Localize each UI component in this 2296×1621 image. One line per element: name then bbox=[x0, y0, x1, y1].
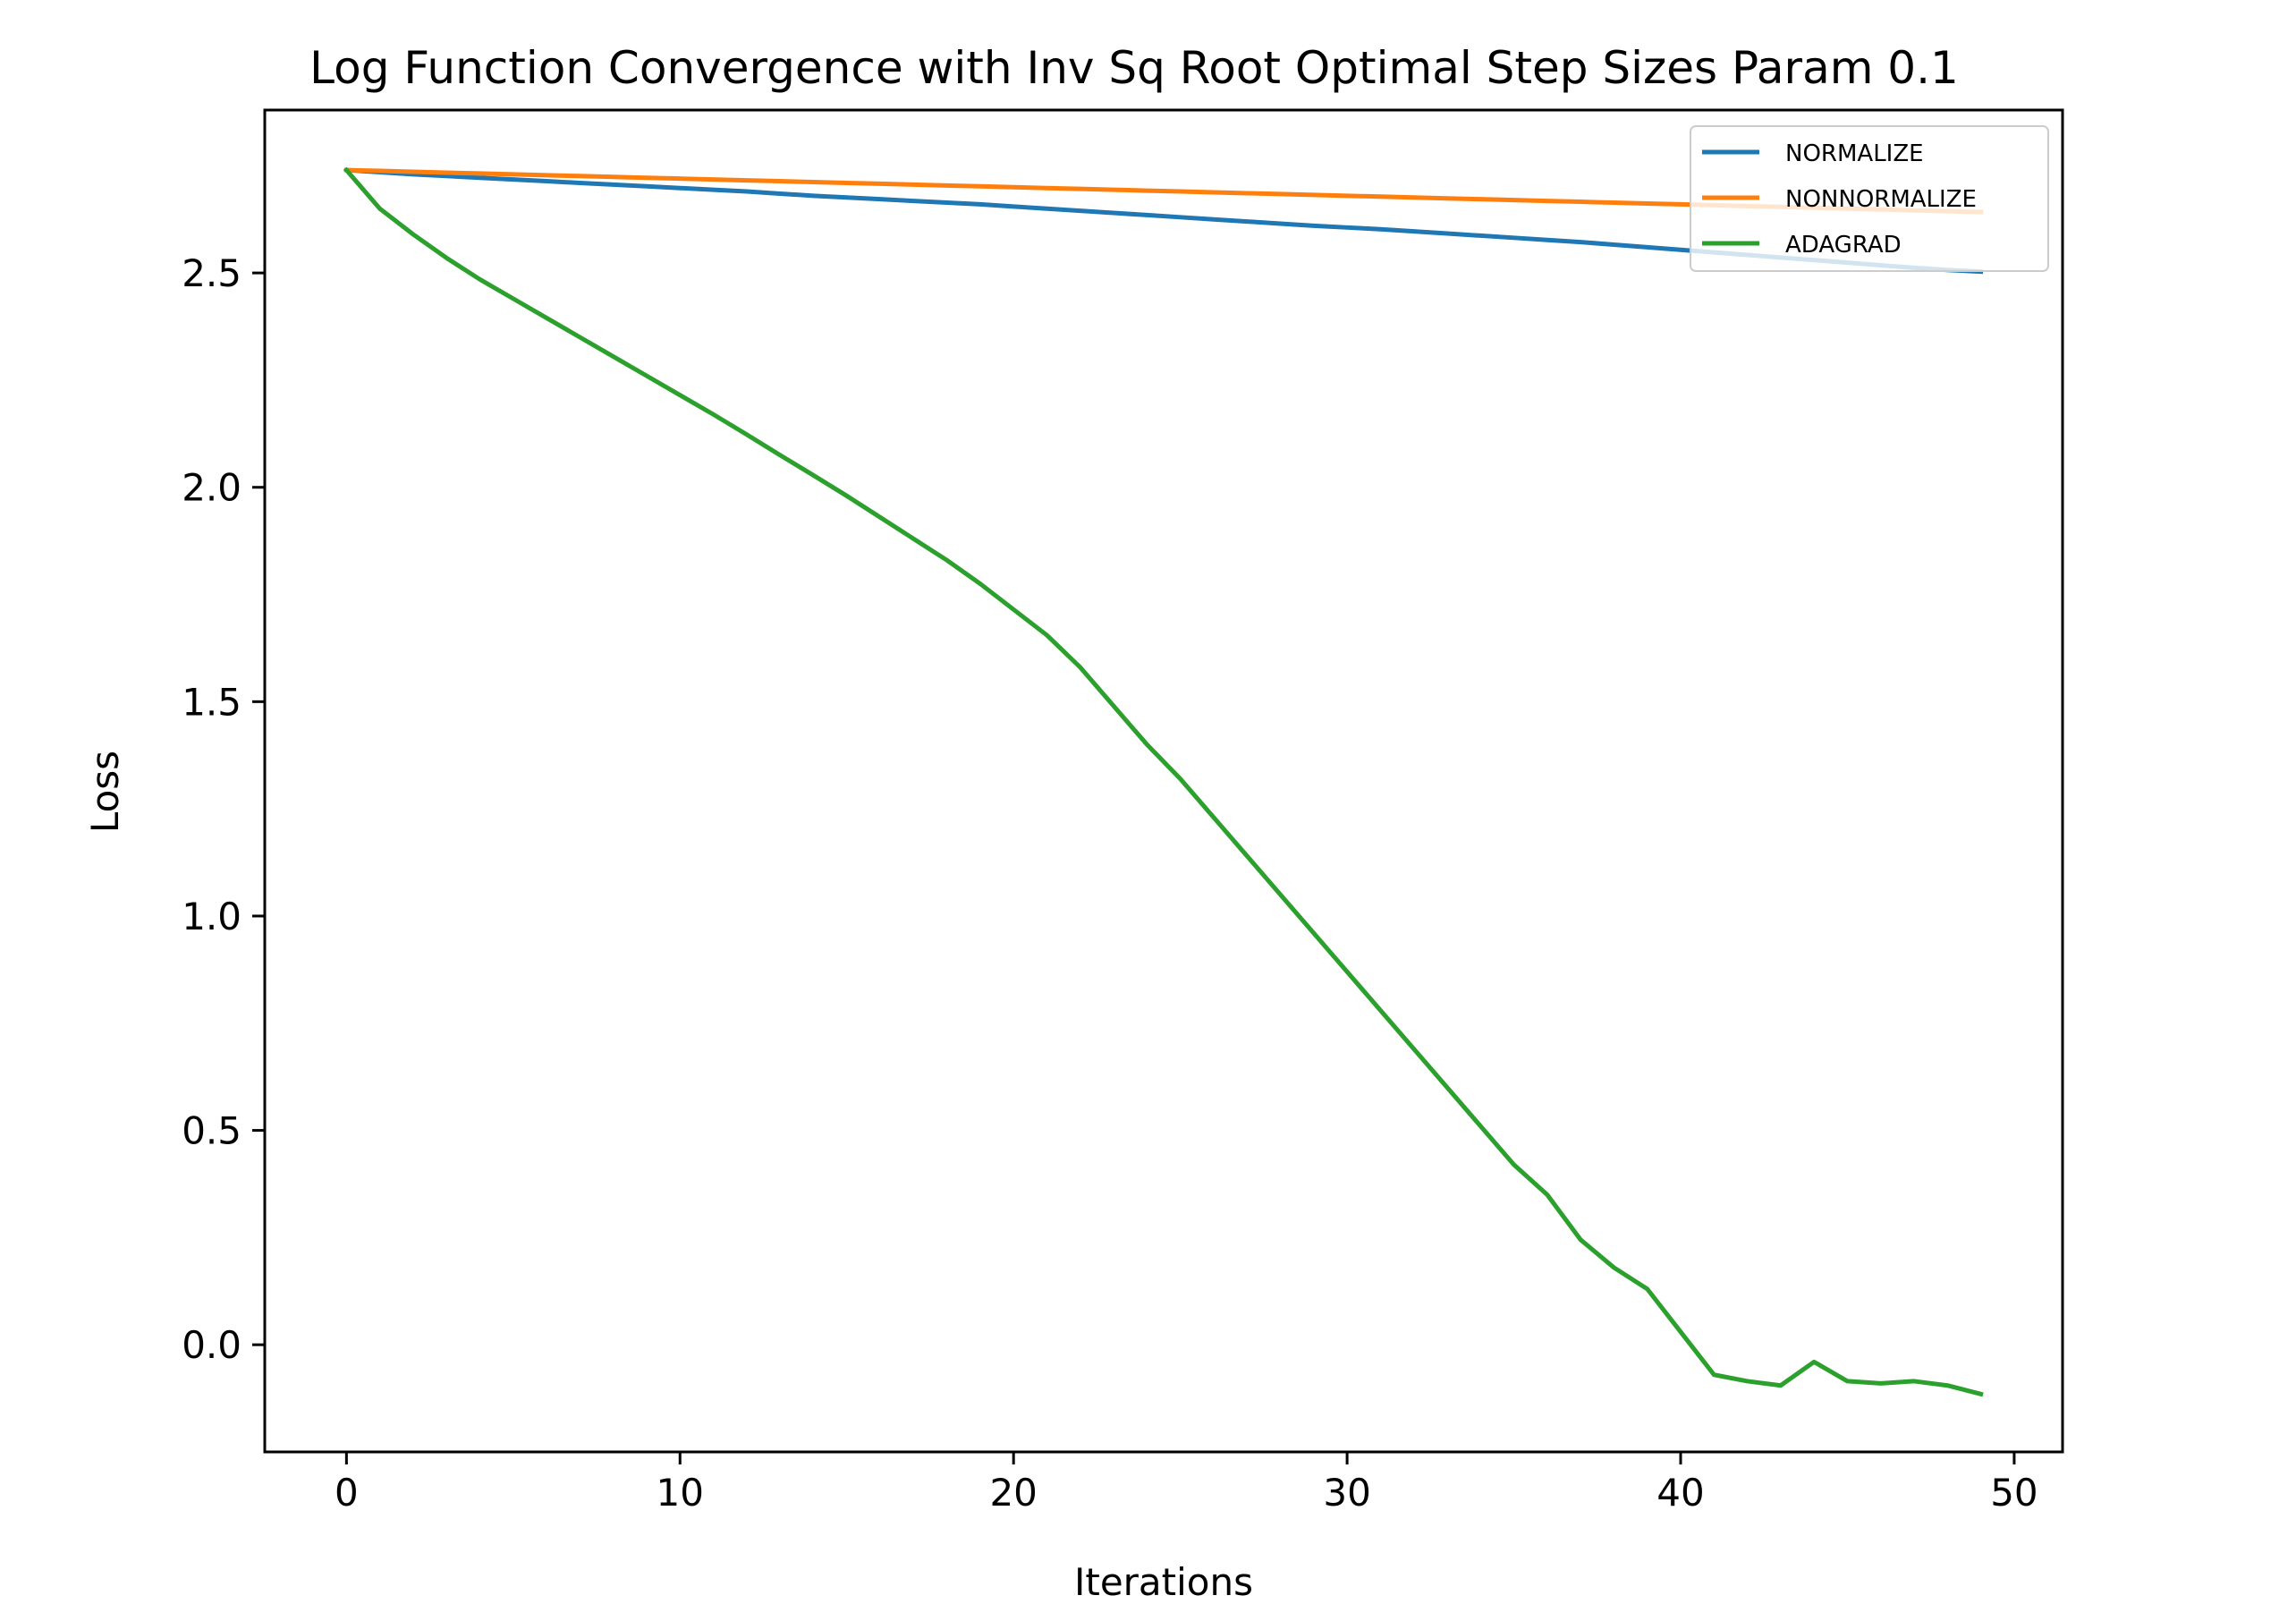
y-axis-label: Loss bbox=[83, 751, 127, 833]
x-tick-label: 0 bbox=[335, 1471, 359, 1515]
x-axis: 0 10 20 30 40 50 bbox=[335, 1452, 2038, 1515]
x-tick-label: 50 bbox=[1990, 1471, 2038, 1515]
legend-label-normalize: NORMALIZE bbox=[1785, 140, 1924, 167]
y-tick-label: 0.5 bbox=[182, 1109, 241, 1153]
y-tick-label: 1.5 bbox=[182, 680, 241, 724]
y-tick-label: 0.0 bbox=[182, 1323, 241, 1367]
chart-title: Log Function Convergence with Inv Sq Roo… bbox=[309, 42, 1959, 94]
legend-label-nonnormalize: NONNORMALIZE bbox=[1785, 186, 1977, 213]
y-tick-label: 1.0 bbox=[182, 895, 241, 938]
legend: NORMALIZE NONNORMALIZE ADAGRAD bbox=[1690, 125, 2049, 272]
x-tick-label: 40 bbox=[1656, 1471, 1704, 1515]
y-tick-label: 2.0 bbox=[182, 466, 241, 510]
legend-items: NORMALIZE NONNORMALIZE ADAGRAD bbox=[1702, 140, 1977, 259]
x-tick-label: 20 bbox=[989, 1471, 1037, 1515]
x-axis-label: Iterations bbox=[1074, 1560, 1253, 1604]
legend-label-adagrad: ADAGRAD bbox=[1785, 232, 1902, 259]
x-tick-label: 30 bbox=[1323, 1471, 1370, 1515]
plot-border bbox=[263, 108, 2064, 1454]
y-tick-label: 2.5 bbox=[182, 251, 241, 295]
series-line-adagrad bbox=[343, 166, 1984, 1397]
x-tick-label: 10 bbox=[657, 1471, 704, 1515]
plot-area bbox=[263, 108, 2064, 1454]
legend-box bbox=[1690, 125, 2049, 272]
plot-frame bbox=[265, 110, 2063, 1452]
y-axis: 0.0 0.5 1.0 1.5 2.0 2.5 bbox=[182, 251, 265, 1367]
